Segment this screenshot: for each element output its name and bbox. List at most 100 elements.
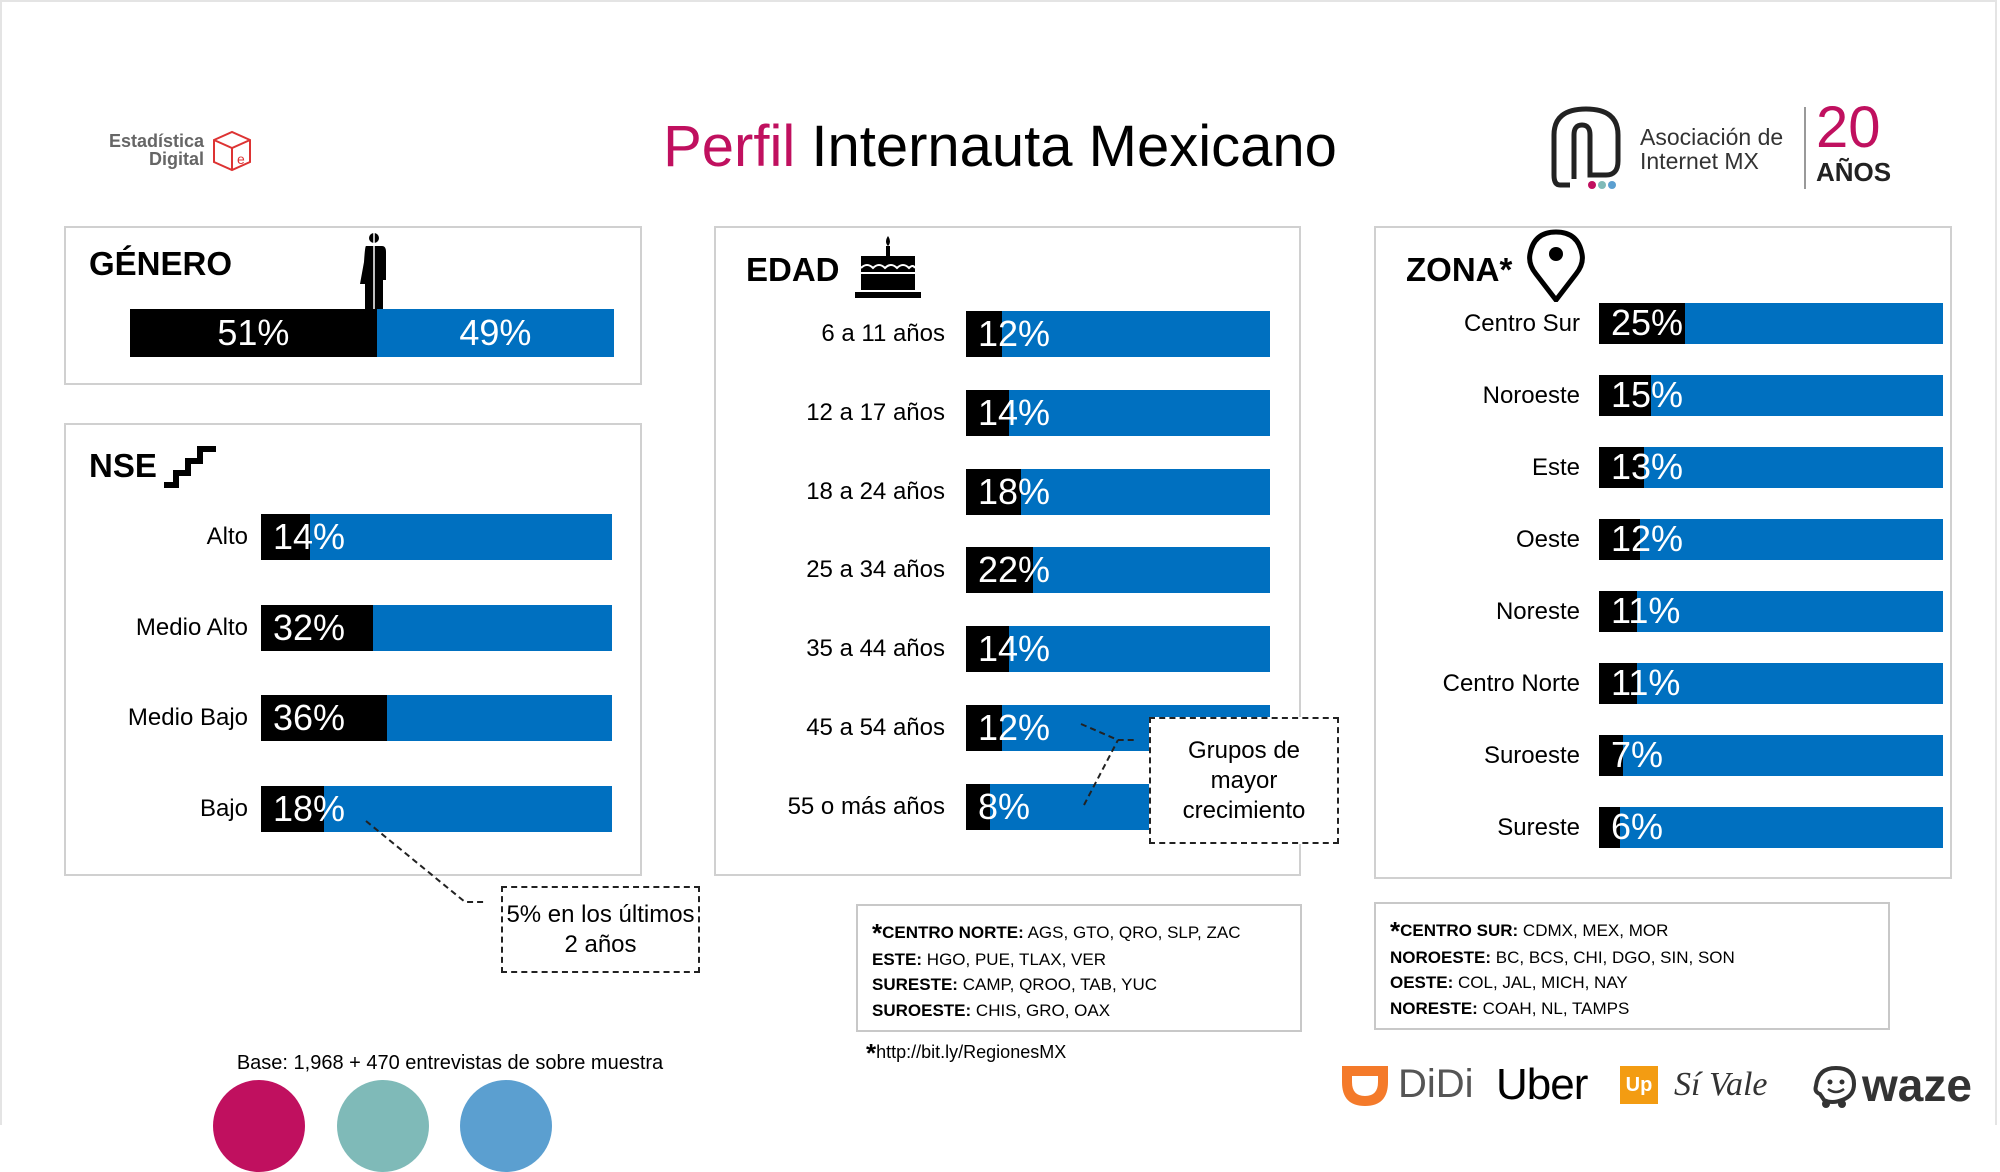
decor-circle bbox=[460, 1080, 552, 1172]
bar-value-label: 12% bbox=[978, 707, 1051, 748]
row-label: 12 a 17 años bbox=[806, 398, 945, 426]
bar-track: 22% bbox=[966, 547, 1270, 594]
person-icon bbox=[360, 232, 386, 312]
region-states: AGS, GTO, QRO, SLP, ZAC bbox=[1027, 923, 1241, 942]
region-states: COAH, NL, TAMPS bbox=[1482, 998, 1630, 1018]
row-label: 35 a 44 años bbox=[806, 635, 945, 663]
row-label: 18 a 24 años bbox=[806, 477, 945, 505]
bar-track: 7% bbox=[1599, 734, 1943, 776]
row-label: 45 a 54 años bbox=[806, 714, 945, 741]
bar-track: 18% bbox=[966, 468, 1270, 515]
page-title: Perfil Internauta Mexicano bbox=[0, 112, 2000, 182]
bar-value bbox=[966, 705, 1003, 751]
waze-icon bbox=[1813, 1065, 1857, 1108]
bar-value-label: 8% bbox=[978, 785, 1031, 827]
region-name: ESTE: bbox=[872, 949, 923, 969]
footnote-star: * bbox=[872, 918, 883, 948]
brand-up: Up bbox=[1620, 1066, 1658, 1104]
region-name: SUROESTE: bbox=[872, 1000, 972, 1020]
bar-track: 13% bbox=[1599, 446, 1943, 488]
region-line: *CENTRO NORTE: AGS, GTO, QRO, SLP, ZAC bbox=[872, 920, 1286, 947]
region-line: SUROESTE: CHIS, GRO, OAX bbox=[872, 998, 1286, 1024]
row-label: Noroeste bbox=[1482, 381, 1580, 409]
bar-value-label: 12% bbox=[978, 313, 1051, 354]
bar-value-label: 14% bbox=[978, 391, 1051, 433]
genero-title: GÉNERO bbox=[89, 245, 233, 282]
nse-title: NSE bbox=[89, 447, 157, 484]
row-label: Bajo bbox=[199, 795, 248, 823]
bar-value-label: 15% bbox=[1611, 374, 1684, 416]
row-label: Medio Alto bbox=[135, 613, 248, 641]
region-line: *CENTRO SUR: CDMX, MEX, MOR bbox=[1390, 918, 1874, 945]
region-states: COL, JAL, MICH, NAY bbox=[1458, 973, 1628, 992]
region-line: SURESTE: CAMP, QROO, TAB, YUC bbox=[872, 972, 1286, 998]
bar-value bbox=[1599, 590, 1637, 632]
nse-callout-line bbox=[365, 820, 486, 903]
region-states: CDMX, MEX, MOR bbox=[1522, 921, 1669, 940]
region-name: CENTRO NORTE: bbox=[882, 923, 1024, 942]
bar-value-label: 7% bbox=[1611, 734, 1664, 776]
bar-value-label: 12% bbox=[1611, 518, 1684, 560]
bar-value bbox=[261, 604, 374, 651]
bar-value bbox=[261, 695, 388, 742]
row-label: Este bbox=[1531, 453, 1580, 481]
bar-value bbox=[966, 468, 1021, 515]
base-note: Base: 1,968 + 470 entrevistas de sobre m… bbox=[236, 1052, 664, 1074]
bar-track: 15% bbox=[1599, 374, 1943, 416]
bar-value-label: 11% bbox=[1611, 662, 1681, 704]
regions-box-right: *CENTRO SUR: CDMX, MEX, MOR NOROESTE: BC,… bbox=[1374, 902, 1890, 1030]
location-pin-icon bbox=[1527, 229, 1585, 302]
region-name: NOROESTE: bbox=[1390, 947, 1492, 967]
region-states: CHIS, GRO, OAX bbox=[975, 1000, 1111, 1020]
row-label: Alto bbox=[206, 523, 248, 550]
nse-panel: NSE Alto 14% Medio Alto 32% Medio Bajo 36% Baj… bbox=[64, 423, 642, 876]
bar-value-label: 11% bbox=[1611, 590, 1681, 632]
brand-sivale: Sí Vale bbox=[1674, 1066, 1768, 1103]
edad-callout: Grupos de mayor crecimiento bbox=[1149, 717, 1339, 844]
region-name: OESTE: bbox=[1390, 973, 1454, 992]
region-states: CAMP, QROO, TAB, YUC bbox=[962, 975, 1157, 994]
region-line: OESTE: COL, JAL, MICH, NAY bbox=[1390, 970, 1874, 996]
regions-link-text[interactable]: http://bit.ly/RegionesMX bbox=[876, 1042, 1067, 1062]
region-states: HGO, PUE, TLAX, VER bbox=[926, 949, 1106, 969]
bar-track: 14% bbox=[261, 514, 612, 560]
bar-value bbox=[966, 547, 1033, 594]
genero-segment-0: 51% bbox=[130, 309, 377, 357]
regions-link[interactable]: *http://bit.ly/RegionesMX bbox=[866, 1038, 1066, 1069]
bar-value-label: 6% bbox=[1611, 806, 1664, 848]
bar-track: 11% bbox=[1599, 662, 1943, 704]
row-label: 6 a 11 años bbox=[821, 320, 945, 347]
bar-track: 36% bbox=[261, 695, 612, 742]
row-label: Centro Norte bbox=[1442, 669, 1580, 697]
title-accent: Perfil bbox=[663, 114, 796, 179]
bar-value-label: 14% bbox=[273, 516, 346, 557]
bar-value-label: 14% bbox=[978, 628, 1051, 670]
bar-value bbox=[966, 389, 1009, 436]
edad-callout-line bbox=[1080, 723, 1135, 806]
zona-panel: ZONA* Centro Sur 25% Noroeste 15% Este 13% Oes… bbox=[1374, 226, 1952, 879]
bar-track: 12% bbox=[966, 311, 1270, 357]
brand-logos: DiDi Uber Up Sí Vale waze bbox=[1338, 1058, 1988, 1118]
regions-box-left: *CENTRO NORTE: AGS, GTO, QRO, SLP, ZAC ES… bbox=[856, 904, 1302, 1032]
bar-value bbox=[1599, 302, 1685, 344]
bar-value bbox=[1599, 662, 1637, 704]
row-label: 55 o más años bbox=[787, 792, 945, 820]
region-name: NORESTE: bbox=[1390, 998, 1478, 1018]
bar-value-label: 18% bbox=[978, 470, 1051, 512]
bar-track: 25% bbox=[1599, 302, 1943, 344]
bar-value-label: 32% bbox=[273, 606, 346, 648]
brand-didi: DiDi bbox=[1398, 1062, 1474, 1106]
row-label: Noreste bbox=[1495, 597, 1580, 625]
estadistica-digital-logo: Estadística Digital e bbox=[84, 128, 254, 174]
nse-callout: 5% en los últimos 2 años bbox=[501, 886, 700, 973]
region-name: SURESTE: bbox=[872, 975, 958, 994]
region-line: NORESTE: COAH, NL, TAMPS bbox=[1390, 996, 1874, 1022]
bar-value bbox=[261, 514, 311, 560]
row-label: Suroeste bbox=[1483, 741, 1580, 769]
footnote-star: * bbox=[1390, 916, 1401, 946]
aimx-anos: AÑOS bbox=[1816, 157, 1892, 187]
brand-uber: Uber bbox=[1496, 1060, 1588, 1109]
bar-value bbox=[1599, 734, 1624, 776]
aimx-20: 20 bbox=[1816, 95, 1881, 160]
row-label: Centro Sur bbox=[1463, 309, 1580, 337]
